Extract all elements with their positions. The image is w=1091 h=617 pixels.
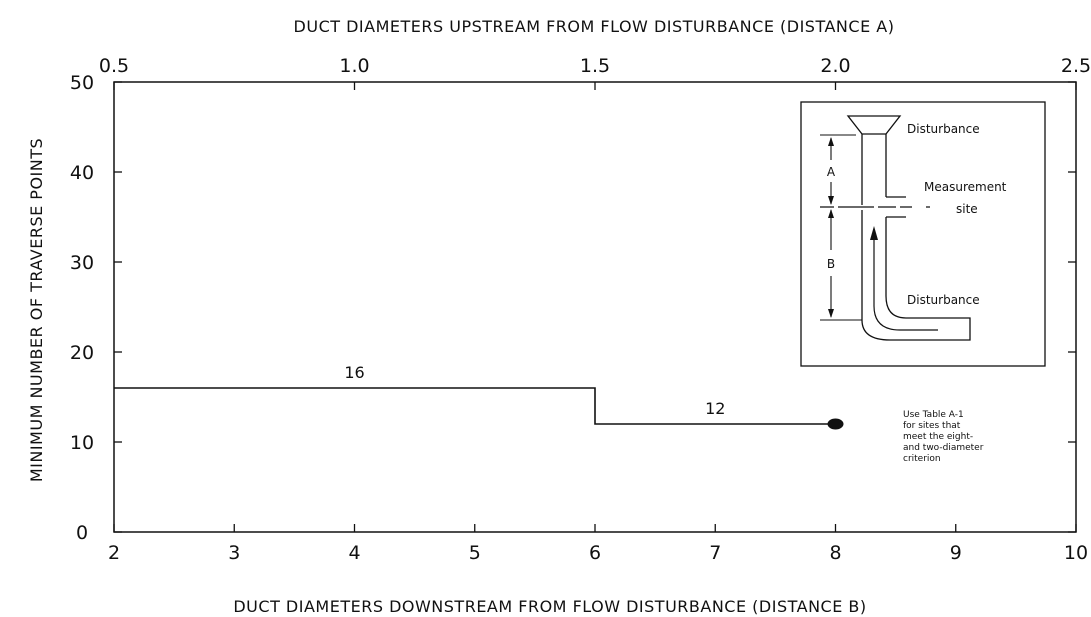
bottom-tick-label: 4 <box>348 542 360 564</box>
note-line: and two-diameter <box>903 443 984 453</box>
arrow-a-up <box>828 137 834 146</box>
y-tick-label: 20 <box>70 342 94 364</box>
top-axis-title: DUCT DIAMETERS UPSTREAM FROM FLOW DISTUR… <box>294 17 895 36</box>
segment-label: 12 <box>705 399 725 418</box>
label-disturbance-bottom: Disturbance <box>907 293 980 307</box>
use-table-note: Use Table A-1 for sites that meet the eigh… <box>903 410 984 464</box>
duct-schematic-inset: A B Disturbance Measurement site Disturb… <box>800 101 1046 367</box>
y-axis-title: MINIMUM NUMBER OF TRAVERSE POINTS <box>27 138 46 482</box>
bottom-tick-label: 7 <box>709 542 721 564</box>
bottom-tick-label: 9 <box>950 542 962 564</box>
note-line: Use Table A-1 <box>903 410 964 420</box>
bottom-tick-label: 2 <box>108 542 120 564</box>
note-line: criterion <box>903 454 941 464</box>
series-line <box>114 387 836 425</box>
inset-frame <box>800 101 1046 367</box>
bottom-tick-label: 6 <box>589 542 601 564</box>
top-tick-label: 2.5 <box>1061 55 1091 77</box>
arrow-b-up <box>828 209 834 218</box>
flow-arrow-head <box>870 226 878 240</box>
elbow-outer <box>861 295 971 341</box>
label-measurement: Measurement <box>924 180 1007 194</box>
bottom-axis-title: DUCT DIAMETERS DOWNSTREAM FROM FLOW DIST… <box>233 597 866 616</box>
note-line: for sites that <box>903 421 961 431</box>
top-tick-label: 1.0 <box>339 55 369 77</box>
label-site: site <box>956 202 978 216</box>
flow-arrow-curve <box>873 236 938 331</box>
bottom-tick-label: 8 <box>829 542 841 564</box>
segment-label: 16 <box>344 363 364 382</box>
dimension-label-a: A <box>827 165 836 179</box>
top-axis-ticks: 0.5 1.0 1.5 2.0 2.5 <box>99 55 1091 90</box>
dimension-label-b: B <box>827 257 835 271</box>
y-tick-label: 10 <box>70 432 94 454</box>
bottom-axis-ticks: 2 3 4 5 6 7 8 9 10 <box>108 524 1088 564</box>
y-tick-label: 30 <box>70 252 94 274</box>
y-axis-ticks: 0 10 20 30 40 50 <box>70 72 1076 544</box>
arrow-b-down <box>828 309 834 318</box>
top-tick-label: 1.5 <box>580 55 610 77</box>
top-tick-label: 0.5 <box>99 55 129 77</box>
y-tick-label: 40 <box>70 162 94 184</box>
bottom-tick-label: 3 <box>228 542 240 564</box>
endpoint-marker <box>827 418 844 430</box>
bottom-tick-label: 10 <box>1064 542 1088 564</box>
bottom-tick-label: 5 <box>469 542 481 564</box>
y-tick-label: 50 <box>70 72 94 94</box>
arrow-a-down <box>828 196 834 205</box>
label-disturbance-top: Disturbance <box>907 122 980 136</box>
note-line: meet the eight- <box>903 432 973 442</box>
top-tick-label: 2.0 <box>820 55 850 77</box>
y-tick-label: 0 <box>76 522 88 544</box>
